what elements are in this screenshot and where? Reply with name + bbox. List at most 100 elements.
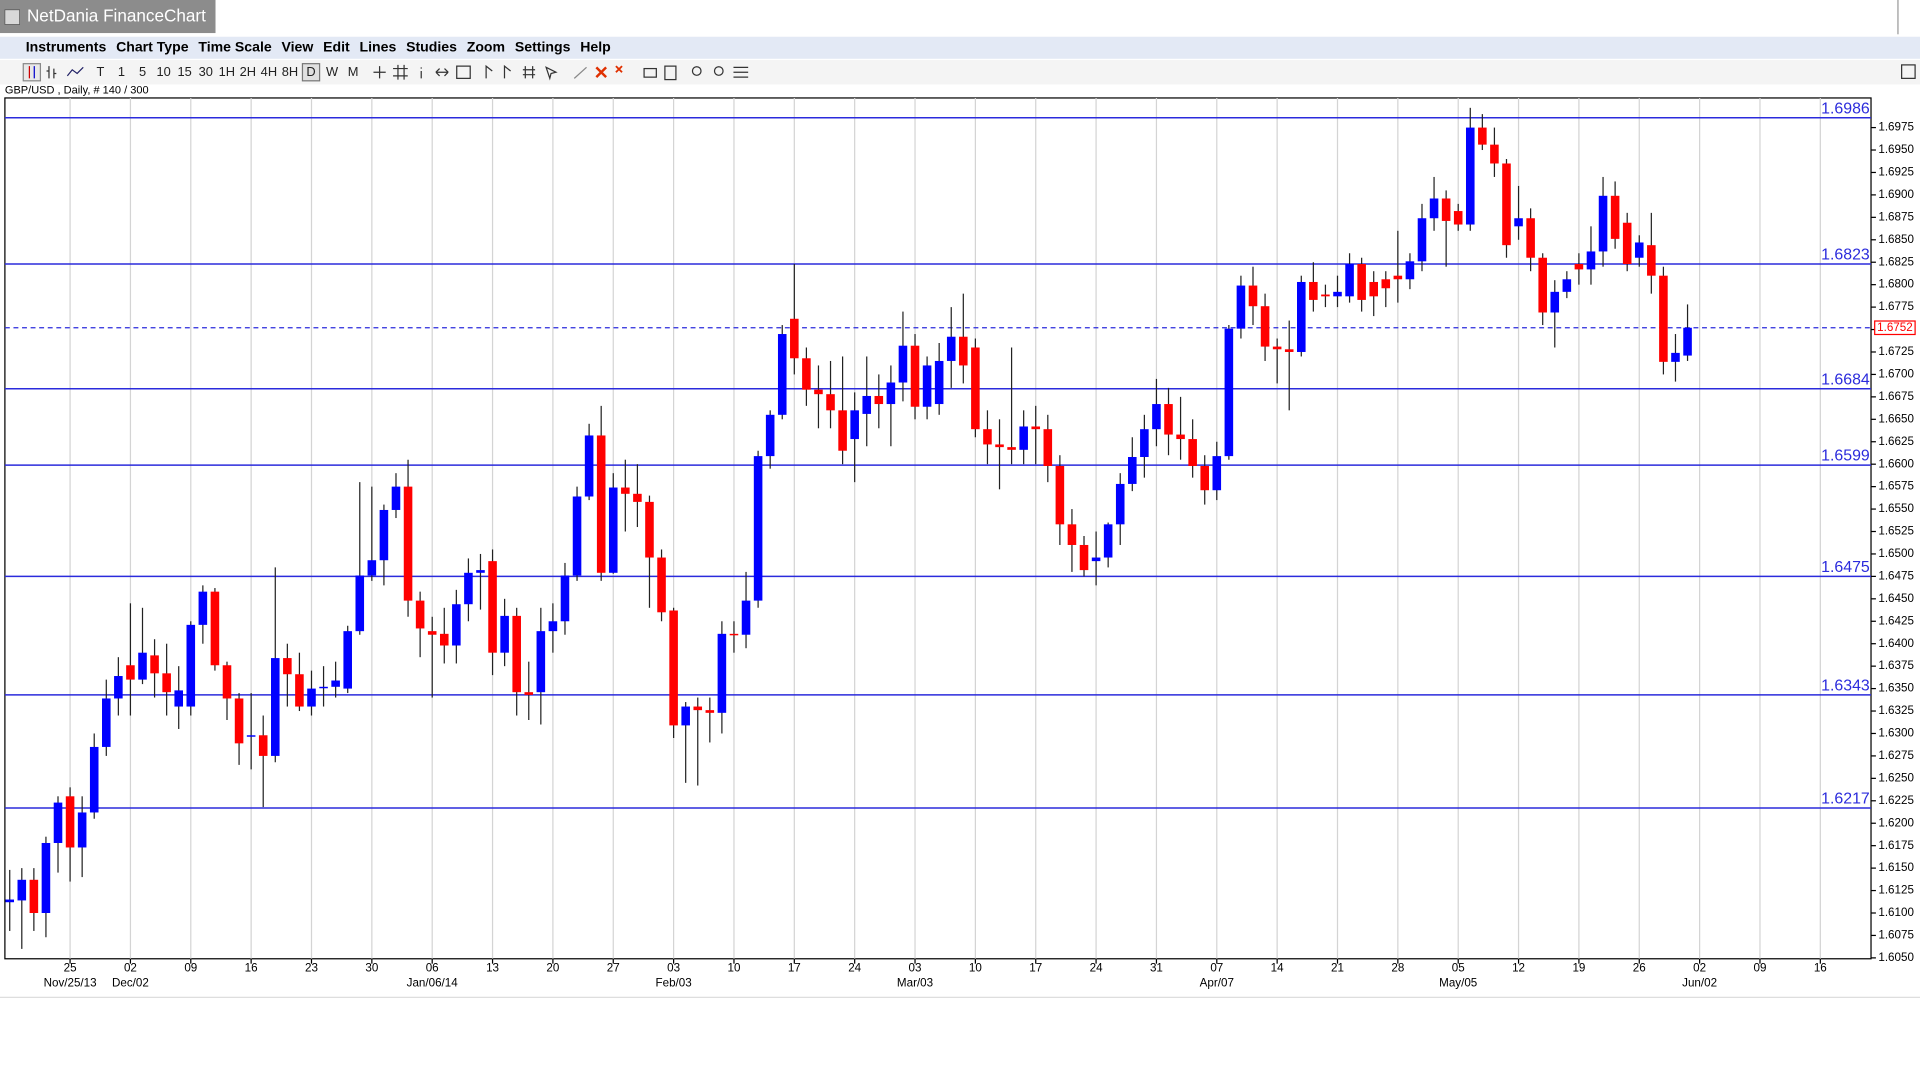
candle-body xyxy=(270,658,280,756)
candle-body xyxy=(971,347,980,430)
draw-icon[interactable] xyxy=(485,64,511,79)
candle-body xyxy=(1333,291,1342,297)
candle-body xyxy=(1586,251,1596,270)
x-tick-label: 07 xyxy=(1210,962,1223,975)
preview-icon[interactable] xyxy=(664,65,677,81)
candle-body xyxy=(777,334,787,415)
vol-icon[interactable] xyxy=(456,65,471,79)
candle-body xyxy=(41,842,51,913)
candle-body xyxy=(174,690,184,707)
last-price-label: 1.6752 xyxy=(1877,321,1913,334)
pan-icon[interactable] xyxy=(435,68,449,77)
y-tick-label: 1.6375 xyxy=(1878,659,1914,672)
candle-body xyxy=(1260,306,1270,347)
menu-item[interactable]: Lines xyxy=(360,38,397,54)
candle-body xyxy=(1369,281,1378,297)
timescale-button[interactable]: M xyxy=(348,64,359,79)
timescale-button[interactable]: W xyxy=(326,64,339,79)
candle-body xyxy=(657,557,666,613)
y-tick-label: 1.6950 xyxy=(1878,143,1914,156)
candle-body xyxy=(536,631,546,693)
print-icon[interactable] xyxy=(643,67,657,78)
candle-icon[interactable] xyxy=(22,63,42,82)
menu-item[interactable]: Studies xyxy=(406,38,457,54)
candle-body xyxy=(802,358,811,390)
x-major-label: May/05 xyxy=(1439,976,1477,989)
timescale-button[interactable]: 4H xyxy=(261,64,277,79)
candle-body xyxy=(1248,285,1258,307)
candle-body xyxy=(1622,222,1632,265)
menu-item[interactable]: Edit xyxy=(323,38,350,54)
y-tick-label: 1.6075 xyxy=(1878,929,1914,942)
candle-body xyxy=(1067,524,1077,545)
x-tick-label: 03 xyxy=(909,962,922,975)
candle-body xyxy=(488,561,497,653)
toolbar-icons xyxy=(22,63,1916,82)
candle-body xyxy=(150,655,159,674)
candle-body xyxy=(331,680,340,687)
delete-icon[interactable] xyxy=(595,66,607,79)
y-tick-label: 1.6625 xyxy=(1878,435,1914,448)
timescale-button[interactable]: 30 xyxy=(199,64,213,79)
menu-item[interactable]: View xyxy=(281,38,313,54)
candle-body xyxy=(1441,198,1451,221)
timescale-button[interactable]: 10 xyxy=(156,64,170,79)
candle-body xyxy=(1019,426,1028,450)
zoom-in-icon[interactable] xyxy=(691,66,702,76)
y-tick-label: 1.6225 xyxy=(1878,794,1914,807)
candle-body xyxy=(717,633,727,713)
instrument-info: GBP/USD , Daily, # 140 / 300 xyxy=(5,85,149,97)
x-tick-label: 03 xyxy=(667,962,680,975)
timescale-button[interactable]: D xyxy=(306,64,315,79)
timescale-button[interactable]: T xyxy=(96,64,104,79)
zoom-out-icon[interactable] xyxy=(713,66,724,76)
candle-body xyxy=(1417,218,1427,262)
corner-icon[interactable] xyxy=(1901,64,1916,79)
menu-item[interactable]: Settings xyxy=(515,38,571,54)
menu-item[interactable]: Chart Type xyxy=(116,38,189,54)
bar-icon[interactable] xyxy=(46,66,57,79)
y-tick-label: 1.6475 xyxy=(1878,569,1914,582)
candle-body xyxy=(53,802,63,843)
timescale-button[interactable]: 15 xyxy=(178,64,192,79)
last-price-box xyxy=(1874,320,1916,336)
x-tick-label: 10 xyxy=(727,962,740,975)
candle-body xyxy=(1115,483,1125,525)
x-tick-label: 26 xyxy=(1633,962,1646,975)
trend-icon[interactable] xyxy=(573,66,587,79)
candle-body xyxy=(1405,261,1415,280)
timescale-button[interactable]: 1H xyxy=(219,64,235,79)
menu-item[interactable]: Instruments xyxy=(26,38,107,54)
timescale-button[interactable]: 5 xyxy=(139,64,146,79)
timescale-button[interactable]: 2H xyxy=(240,64,256,79)
candle-body xyxy=(1671,352,1680,362)
timescale-button[interactable]: 8H xyxy=(282,64,298,79)
level-label: 1.6684 xyxy=(1821,371,1870,388)
candle-body xyxy=(1659,275,1668,362)
x-tick-label: 02 xyxy=(124,962,137,975)
grid-icon[interactable] xyxy=(393,64,408,80)
pointer-icon[interactable] xyxy=(545,66,558,81)
candle-body xyxy=(1079,544,1089,571)
x-tick-label: 28 xyxy=(1391,962,1404,975)
candle-body xyxy=(391,486,401,510)
candle-body xyxy=(572,496,582,576)
fib-icon[interactable] xyxy=(522,66,536,79)
x-tick-label: 30 xyxy=(365,962,378,975)
menu-item[interactable]: Time Scale xyxy=(198,38,271,54)
candle-body xyxy=(1164,404,1173,435)
status-separator xyxy=(0,996,1920,998)
candle-body xyxy=(1321,294,1330,297)
menu-item[interactable]: Help xyxy=(580,38,611,54)
x-major-label: Feb/03 xyxy=(656,976,692,989)
crosshair-icon[interactable] xyxy=(373,66,386,79)
line-icon[interactable] xyxy=(66,66,84,77)
candle-body xyxy=(283,658,292,675)
candle-body xyxy=(367,560,377,576)
fit-icon[interactable] xyxy=(733,66,749,78)
menu-item[interactable]: Zoom xyxy=(467,38,505,54)
candle-body xyxy=(633,493,642,502)
candle-body xyxy=(222,665,232,699)
timescale-button[interactable]: 1 xyxy=(118,64,125,79)
delete-all-icon[interactable] xyxy=(615,65,623,73)
